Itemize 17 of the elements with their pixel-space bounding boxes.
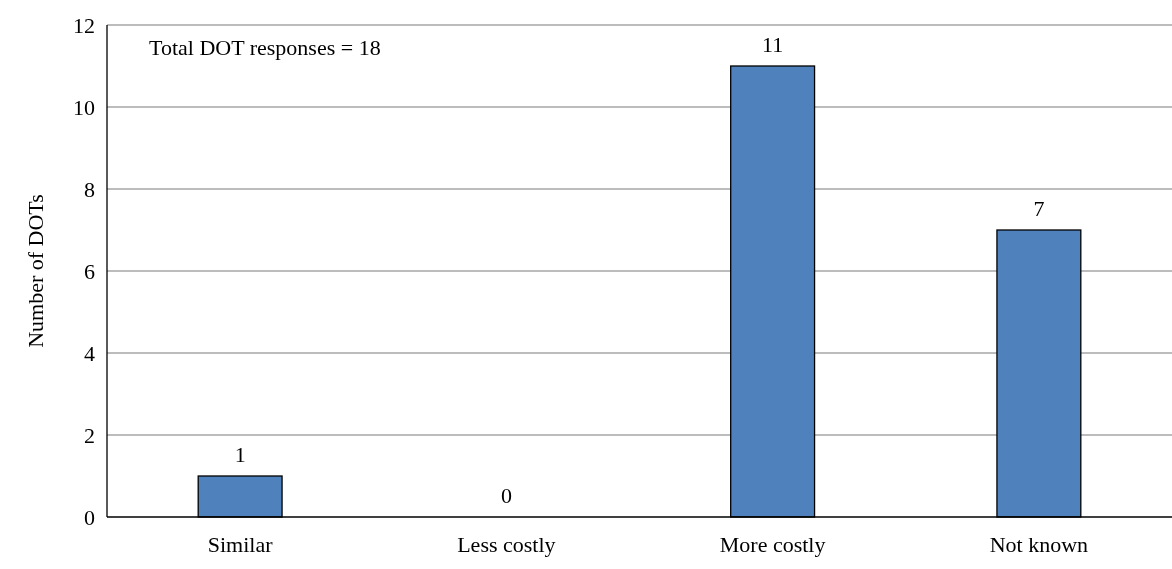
y-tick-label: 8 [84, 176, 95, 202]
y-tick-label: 2 [84, 422, 95, 448]
y-tick-label: 10 [73, 94, 95, 120]
annotation: Total DOT responses = 18 [149, 35, 381, 60]
data-label: 0 [500, 483, 512, 508]
x-tick-label: More costly [719, 532, 826, 557]
x-tick-label: Less costly [457, 532, 556, 557]
data-label: 1 [234, 442, 246, 467]
x-tick-label: Not known [989, 532, 1089, 557]
y-tick-label: 6 [84, 258, 95, 284]
y-tick-label: 4 [84, 340, 95, 366]
y-tick-label: 12 [73, 12, 95, 38]
y-tick-label: 0 [84, 504, 95, 530]
x-tick-label: Similar [207, 532, 274, 557]
data-label: 11 [762, 32, 784, 57]
data-label: 7 [1033, 196, 1045, 221]
y-axis-title: Number of DOTs [23, 194, 48, 348]
